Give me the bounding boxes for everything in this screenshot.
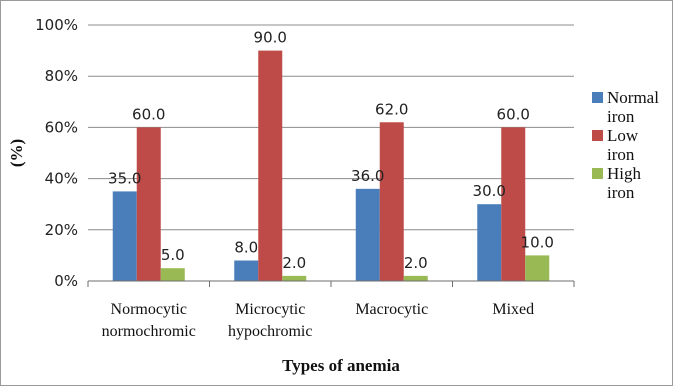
data-label: 62.0: [375, 100, 408, 118]
y-tick-label: 80%: [45, 67, 78, 85]
x-category-labels: Normocytic normochromic Microcytic hypochro…: [102, 301, 534, 340]
y-tick-labels: 0% 20% 40% 60% 80% 100%: [35, 16, 78, 290]
bar: [355, 188, 380, 281]
legend-swatch: [592, 130, 603, 141]
data-label: 60.0: [497, 105, 530, 123]
data-label: 10.0: [521, 233, 554, 251]
bar: [525, 255, 550, 281]
x-category-label: Microcytic hypochromic: [228, 301, 312, 340]
x-category-label: Normocytic normochromic: [102, 301, 196, 340]
data-label: 2.0: [404, 254, 428, 272]
bar: [258, 50, 283, 281]
data-label: 90.0: [254, 29, 287, 47]
data-labels: 35.0 8.0 36.0 30.0 60.0 90.0 62.0 60.0 5.0 2.0 2.0…: [108, 29, 554, 272]
legend-label: High iron: [607, 164, 642, 202]
bar: [379, 122, 404, 281]
bar: [477, 204, 502, 281]
data-label: 5.0: [161, 246, 185, 264]
legend-label: Low iron: [607, 126, 639, 164]
y-tick-label: 100%: [35, 16, 78, 34]
bar: [160, 268, 185, 281]
data-label: 35.0: [108, 169, 141, 187]
data-label: 2.0: [282, 254, 306, 272]
data-label: 8.0: [234, 239, 258, 257]
y-axis-title: (%): [7, 139, 26, 167]
data-label: 60.0: [132, 105, 165, 123]
y-tick-label: 20%: [45, 221, 78, 239]
legend-swatch: [592, 168, 603, 179]
x-axis: [87, 280, 575, 287]
x-category-label: Macrocytic: [355, 301, 428, 318]
y-tick-label: 40%: [45, 170, 78, 188]
bar: [234, 260, 259, 281]
bar: [136, 127, 161, 282]
legend-label: Normal iron: [607, 88, 659, 126]
x-category-label: Mixed: [492, 301, 534, 318]
y-tick-label: 0%: [54, 272, 78, 290]
data-label: 30.0: [473, 182, 506, 200]
bar: [112, 191, 137, 281]
data-label: 36.0: [351, 167, 384, 185]
bar: [501, 127, 526, 282]
x-axis-title: Types of anemia: [282, 356, 400, 375]
bar: [282, 275, 307, 281]
bars: [112, 50, 550, 282]
bar: [403, 275, 428, 281]
y-tick-label: 60%: [45, 118, 78, 136]
legend-swatch: [592, 92, 603, 103]
